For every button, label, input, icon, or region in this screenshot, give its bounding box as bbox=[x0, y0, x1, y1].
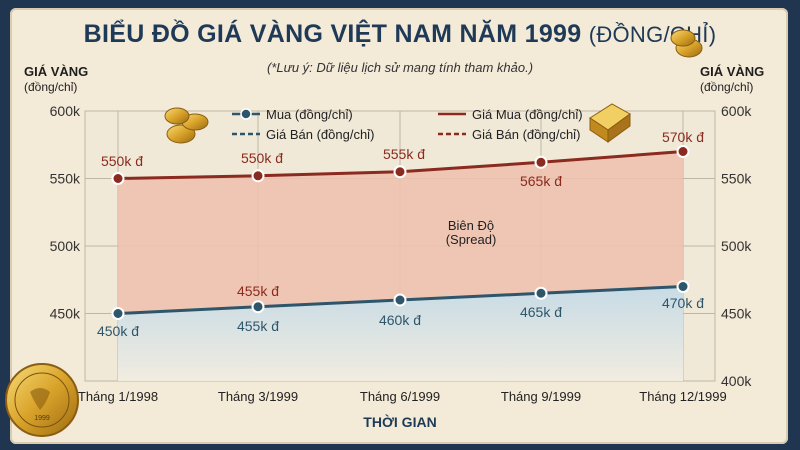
gold-coins-icon bbox=[670, 29, 703, 58]
y-tick-right: 550k bbox=[721, 171, 752, 187]
x-tick-label: Tháng 9/1999 bbox=[501, 389, 581, 404]
y-axis-title-right: GIÁ VÀNG (đồng/chỉ) bbox=[700, 64, 764, 95]
legend-item: Mua (đồng/chỉ) bbox=[232, 107, 353, 122]
legend-item: Giá Mua (đồng/chỉ) bbox=[438, 107, 583, 122]
data-labels: 550k đ 550k đ 555k đ 565k đ 570k đ 450k đ 455k… bbox=[97, 129, 704, 339]
y-axis-title-left: GIÁ VÀNG (đồng/chỉ) bbox=[24, 64, 88, 95]
gold-bar-icon bbox=[589, 103, 631, 143]
point-sell bbox=[111, 172, 125, 185]
legend: Mua (đồng/chỉ) Giá Bán (đồng/chỉ) Giá Mua … bbox=[232, 107, 583, 142]
x-tick-label: Tháng 3/1999 bbox=[218, 389, 298, 404]
y-axis-title-left-line2: (đồng/chỉ) bbox=[24, 80, 78, 94]
data-label-buy: 450k đ bbox=[97, 323, 139, 339]
legend-marker bbox=[240, 108, 252, 120]
data-label-buy: 455k đ bbox=[237, 318, 279, 334]
data-label-sell: 565k đ bbox=[520, 173, 562, 189]
y-tick-left: 600k bbox=[50, 103, 81, 119]
spread-sublabel: (Spread) bbox=[446, 232, 497, 247]
legend-label: Giá Bán (đồng/chỉ) bbox=[472, 127, 580, 142]
data-label-sell: 550k đ bbox=[101, 153, 143, 169]
legend-item: Giá Bán (đồng/chỉ) bbox=[232, 127, 374, 142]
y-tick-left: 550k bbox=[50, 171, 81, 187]
x-tick-label: Tháng 12/1999 bbox=[639, 389, 726, 404]
data-label-buy: 470k đ bbox=[662, 295, 704, 311]
data-label-sell: 550k đ bbox=[241, 150, 283, 166]
data-label-extra: 455k đ bbox=[237, 283, 279, 299]
point-buy bbox=[676, 280, 690, 293]
point-sell bbox=[534, 155, 548, 169]
spread-label: Biên Độ bbox=[448, 218, 494, 233]
y-axis-title-left-line1: GIÁ VÀNG bbox=[24, 64, 89, 79]
point-sell bbox=[251, 169, 265, 183]
y-tick-right: 400k bbox=[721, 373, 752, 389]
data-label-buy: 460k đ bbox=[379, 312, 421, 328]
data-label-sell: 555k đ bbox=[383, 146, 425, 162]
data-label-buy: 465k đ bbox=[520, 304, 562, 320]
point-sell bbox=[676, 145, 690, 158]
gold-coins-icon bbox=[164, 107, 209, 144]
legend-label: Giá Bán (đồng/chỉ) bbox=[266, 127, 374, 142]
seal-year: 1999 bbox=[34, 415, 50, 422]
series-lines bbox=[111, 145, 690, 320]
y-tick-right: 500k bbox=[721, 238, 752, 254]
point-buy bbox=[111, 307, 125, 320]
y-axis-title-right-line1: GIÁ VÀNG bbox=[700, 64, 765, 79]
y-tick-right: 450k bbox=[721, 306, 752, 322]
y-tick-right: 600k bbox=[721, 103, 752, 119]
data-label-sell: 570k đ bbox=[662, 129, 704, 145]
spread-area bbox=[118, 151, 683, 314]
y-axis-title-right-line2: (đồng/chỉ) bbox=[700, 80, 754, 94]
gold-seal-icon: 1999 bbox=[5, 363, 79, 437]
axis-ticks: 450k 500k 550k 600k 400k 450k 500k 550k 600k Thán… bbox=[50, 103, 753, 404]
y-tick-left: 500k bbox=[50, 238, 81, 254]
point-buy bbox=[534, 286, 548, 300]
chart-note: (*Lưu ý: Dữ liệu lịch sử mang tính tham … bbox=[266, 60, 534, 75]
x-tick-label: Tháng 6/1999 bbox=[360, 389, 440, 404]
x-axis-title: THỜI GIAN bbox=[363, 414, 437, 430]
x-tick-label: Tháng 1/1998 bbox=[78, 389, 158, 404]
legend-item: Giá Bán (đồng/chỉ) bbox=[438, 127, 580, 142]
point-buy bbox=[393, 293, 407, 307]
legend-label: Mua (đồng/chỉ) bbox=[266, 107, 353, 122]
point-buy bbox=[251, 300, 265, 314]
y-tick-left: 450k bbox=[50, 306, 81, 322]
chart-title: BIỂU ĐỒ GIÁ VÀNG VIỆT NAM NĂM 1999 (ĐỒNG… bbox=[83, 20, 717, 48]
legend-label: Giá Mua (đồng/chỉ) bbox=[472, 107, 583, 122]
area-fills: Biên Độ(Spread) bbox=[118, 151, 683, 381]
point-sell bbox=[393, 165, 407, 179]
